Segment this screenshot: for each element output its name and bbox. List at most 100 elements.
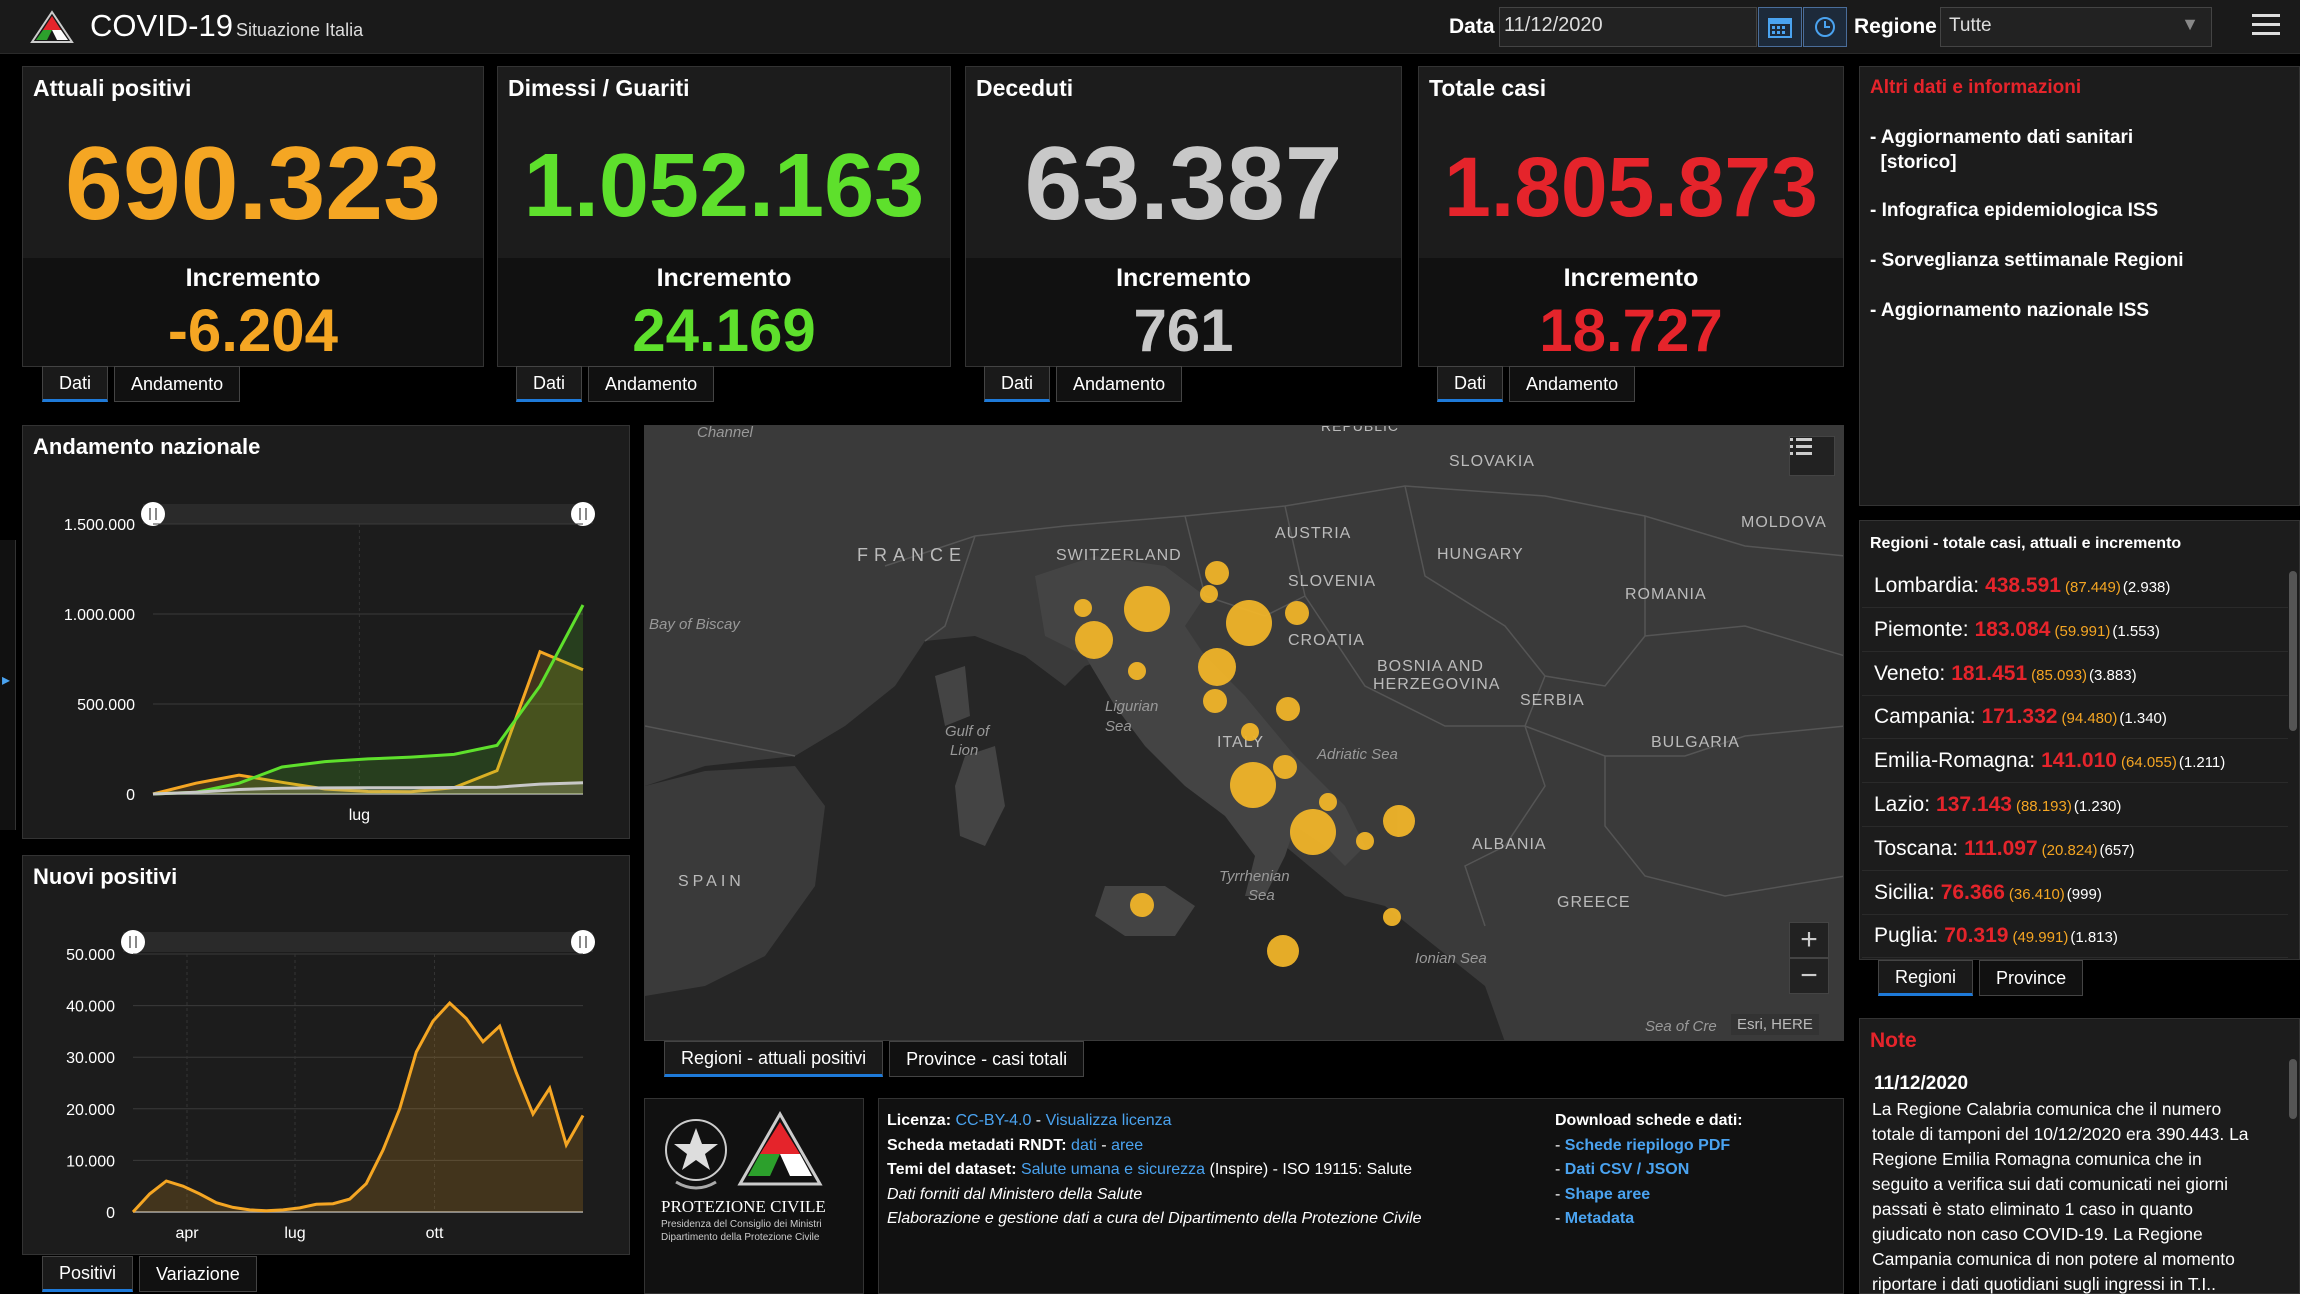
notes-title: Note [1870, 1029, 1917, 1052]
app-title: COVID-19 [90, 8, 233, 43]
region-row[interactable]: Sicilia: 76.366 (36.410) (999) [1862, 875, 2288, 915]
region-row[interactable]: Lombardia: 438.591 (87.449) (2.938) [1862, 568, 2288, 608]
chart-panel-nuovi-positivi: Nuovi positivi 50.000 40.000 30.000 20.000 1… [22, 855, 630, 1255]
tab-regioni[interactable]: Regioni [1878, 960, 1974, 996]
increment-value: 18.727 [1539, 297, 1723, 364]
cc-by-link[interactable]: CC-BY-4.0 [955, 1112, 1032, 1129]
tab-province[interactable]: Province [1979, 960, 2084, 996]
region-label: Regione [1854, 15, 1937, 38]
tab-regioni-attuali-positivi[interactable]: Regioni - attuali positivi [664, 1041, 884, 1077]
tab-andamento[interactable]: Andamento [588, 366, 715, 402]
region-total: 183.084 [1974, 617, 2051, 641]
link-aggiornamento-iss[interactable]: - Aggiornamento nazionale ISS [1870, 300, 2150, 321]
increment-value: 24.169 [632, 297, 816, 364]
link-aggiornamento-dati[interactable]: - Aggiornamento dati sanitari [1870, 127, 2134, 148]
map-label: GREECE [1557, 894, 1631, 911]
date-input[interactable]: 11/12/2020 [1499, 7, 1757, 47]
y-tick-label: 20.000 [66, 1102, 115, 1119]
region-row[interactable]: Veneto: 181.451 (85.093) (3.883) [1862, 656, 2288, 696]
y-tick-label: 0 [126, 787, 135, 804]
tab-variazione[interactable]: Variazione [139, 1256, 257, 1292]
tab-andamento[interactable]: Andamento [1056, 366, 1183, 402]
map-view[interactable]: FRANCE SWITZERLAND AUSTRIA SLOVENIA CROA… [644, 425, 1844, 1041]
sea-label: Adriatic Sea [1317, 746, 1398, 763]
region-total: 171.332 [1981, 705, 2058, 729]
region-total: 181.451 [1951, 661, 2028, 685]
map-label: SERBIA [1520, 692, 1585, 709]
region-active: (85.093) [2031, 666, 2088, 684]
region-name: Campania: [1874, 705, 1976, 729]
region-row[interactable]: Emilia-Romagna: 141.010 (64.055) (1.211) [1862, 743, 2288, 784]
sea-label: Tyrrhenian [1219, 868, 1290, 885]
y-tick-label: 0 [106, 1205, 115, 1222]
hamburger-menu-icon[interactable] [2252, 14, 2280, 38]
series-line-1 [152, 604, 585, 796]
map-label: CROATIA [1288, 632, 1365, 649]
region-row[interactable]: Lazio: 137.143 (88.193) (1.230) [1862, 787, 2288, 827]
x-tick-label: ott [426, 1225, 444, 1242]
series-line-2 [152, 781, 584, 796]
sea-label: Sea [1105, 718, 1132, 735]
zoom-in-icon[interactable]: + [1789, 922, 1829, 958]
download-metadata-link[interactable]: Metadata [1564, 1210, 1635, 1227]
scrollbar[interactable] [2289, 571, 2297, 731]
tab-dati[interactable]: Dati [42, 366, 109, 402]
side-expander[interactable]: ▸ [0, 540, 16, 830]
region-row[interactable]: Campania: 171.332 (94.480) (1.340) [1862, 699, 2288, 740]
region-bubbles[interactable] [645, 426, 1844, 1041]
clock-icon[interactable] [1803, 7, 1847, 47]
download-csv-json-link[interactable]: Dati CSV / JSON [1564, 1161, 1690, 1178]
map-label: SPAIN [678, 873, 745, 890]
region-active: (20.824) [2041, 841, 2098, 859]
region-select[interactable]: Tutte ▼ [1940, 7, 2212, 47]
series-line-0 [131, 1000, 585, 1214]
tab-andamento[interactable]: Andamento [1509, 366, 1636, 402]
calendar-icon[interactable] [1758, 7, 1802, 47]
map-label: ALBANIA [1472, 836, 1547, 853]
link-sorveglianza[interactable]: - Sorveglianza settimanale Regioni [1870, 250, 2184, 271]
chart-tabs-nuovi-positivi: Positivi Variazione [42, 1256, 257, 1292]
map-label: BULGARIA [1651, 734, 1740, 751]
other-info-title: Altri dati e informazioni [1870, 77, 2082, 98]
chart-panel-andamento-nazionale: Andamento nazionale 1.500.000 1.000.000 50… [22, 425, 630, 839]
link-infografica[interactable]: - Infografica epidemiologica ISS [1870, 200, 2159, 221]
tab-dati[interactable]: Dati [1437, 366, 1504, 402]
region-total: 438.591 [1985, 574, 2061, 597]
region-increment: (1.553) [2112, 622, 2160, 640]
view-license-link[interactable]: Visualizza licenza [1045, 1112, 1172, 1129]
rndt-aree-link[interactable]: aree [1111, 1136, 1144, 1154]
tab-andamento[interactable]: Andamento [114, 366, 241, 402]
zoom-out-icon[interactable]: − [1789, 958, 1829, 994]
region-name: Lombardia: [1874, 574, 1980, 597]
region-row[interactable]: Puglia: 70.319 (49.991) (1.813) [1862, 918, 2288, 959]
x-tick-label: lug [349, 807, 370, 824]
separator: - [1096, 1136, 1112, 1154]
scrollbar[interactable] [2289, 1059, 2297, 1119]
region-active: (88.193) [2015, 798, 2072, 815]
download-shape-link[interactable]: Shape aree [1564, 1185, 1651, 1203]
download-pdf-link[interactable]: Schede riepilogo PDF [1564, 1136, 1731, 1154]
sea-label: Bay of Biscay [649, 616, 740, 633]
region-row[interactable]: Toscana: 111.097 (20.824) (657) [1862, 831, 2288, 871]
tab-dati[interactable]: Dati [516, 366, 583, 402]
map-legend-list-icon[interactable] [1789, 436, 1835, 476]
map-label: AUSTRIA [1275, 525, 1352, 542]
region-increment: (1.230) [2073, 798, 2122, 815]
slider-knob [571, 502, 595, 526]
map-attribution[interactable]: Esri, HERE [1731, 1014, 1819, 1035]
link-storico[interactable]: - Aggiornamento dati sanitari [storico] [1870, 125, 2133, 175]
region-name: Sicilia: [1874, 880, 1935, 904]
link-storico-suffix[interactable]: [storico] [1870, 152, 1957, 173]
region-total: 76.366 [1940, 880, 2005, 904]
tab-province-casi-totali[interactable]: Province - casi totali [889, 1041, 1085, 1077]
map-label: ROMANIA [1625, 586, 1707, 603]
rndt-dati-link[interactable]: dati [1071, 1136, 1097, 1154]
map-label: MOLDOVA [1741, 514, 1827, 531]
x-tick-label: lug [284, 1225, 305, 1242]
stat-increment-section: Incremento 24.169 [498, 258, 950, 366]
tab-positivi[interactable]: Positivi [42, 1256, 134, 1292]
tab-dati[interactable]: Dati [984, 366, 1051, 402]
temi-link[interactable]: Salute umana e sicurezza [1020, 1161, 1206, 1178]
region-row[interactable]: Piemonte: 183.084 (59.991) (1.553) [1862, 612, 2288, 652]
map-label: SLOVAKIA [1449, 453, 1535, 470]
